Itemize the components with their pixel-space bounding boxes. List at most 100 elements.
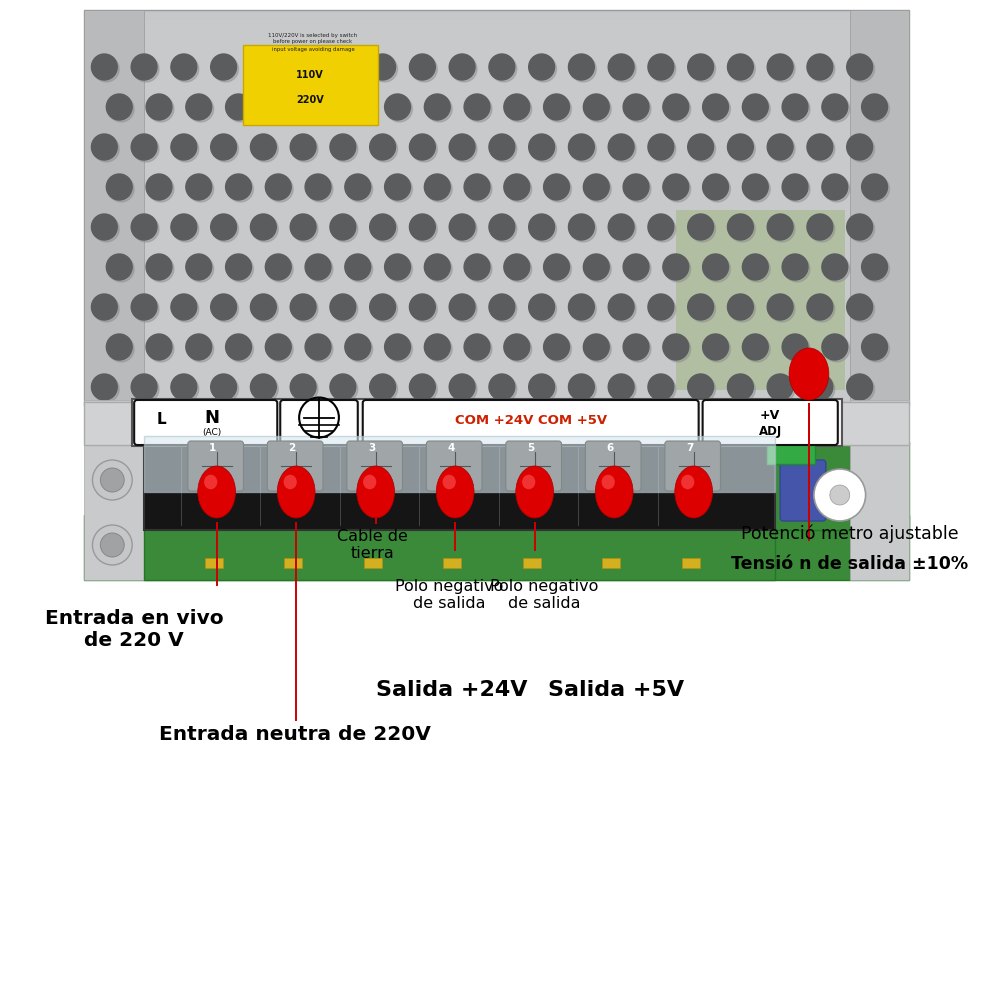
Circle shape <box>814 469 866 521</box>
Circle shape <box>451 216 477 242</box>
Circle shape <box>91 214 117 240</box>
Circle shape <box>424 334 450 360</box>
Bar <box>144 436 775 492</box>
Ellipse shape <box>436 466 474 518</box>
Circle shape <box>690 56 716 82</box>
Bar <box>84 10 144 445</box>
Bar <box>443 558 461 568</box>
Text: N: N <box>204 409 219 427</box>
Circle shape <box>782 174 808 200</box>
Circle shape <box>544 174 569 200</box>
FancyBboxPatch shape <box>347 441 402 491</box>
Circle shape <box>131 134 157 160</box>
Circle shape <box>228 256 253 282</box>
Circle shape <box>228 176 253 202</box>
Circle shape <box>370 54 396 80</box>
Circle shape <box>864 96 889 122</box>
Circle shape <box>292 56 318 82</box>
Circle shape <box>824 336 850 362</box>
Circle shape <box>372 216 398 242</box>
Circle shape <box>784 336 810 362</box>
Circle shape <box>250 134 276 160</box>
Ellipse shape <box>602 475 615 489</box>
Circle shape <box>148 176 174 202</box>
Circle shape <box>568 54 594 80</box>
Circle shape <box>188 256 214 282</box>
Circle shape <box>504 254 530 280</box>
Circle shape <box>108 336 134 362</box>
Circle shape <box>862 254 887 280</box>
Circle shape <box>585 256 611 282</box>
Circle shape <box>809 376 835 402</box>
Circle shape <box>250 374 276 400</box>
Ellipse shape <box>357 466 395 518</box>
Text: 220V: 220V <box>296 95 324 105</box>
Text: 6: 6 <box>607 443 614 453</box>
Circle shape <box>173 136 199 162</box>
Circle shape <box>146 254 172 280</box>
Circle shape <box>663 94 689 120</box>
Circle shape <box>226 334 251 360</box>
Circle shape <box>250 294 276 320</box>
Circle shape <box>769 296 795 322</box>
Text: 2: 2 <box>289 443 296 453</box>
Circle shape <box>568 134 594 160</box>
Circle shape <box>769 216 795 242</box>
Bar <box>144 528 775 580</box>
Circle shape <box>409 374 435 400</box>
Circle shape <box>824 256 850 282</box>
Circle shape <box>625 96 651 122</box>
Circle shape <box>464 254 490 280</box>
Circle shape <box>727 294 753 320</box>
Circle shape <box>727 54 753 80</box>
Circle shape <box>411 56 437 82</box>
Circle shape <box>148 96 174 122</box>
Circle shape <box>305 254 331 280</box>
Circle shape <box>332 216 358 242</box>
Circle shape <box>568 214 594 240</box>
Circle shape <box>849 216 875 242</box>
Circle shape <box>729 216 755 242</box>
Circle shape <box>784 96 810 122</box>
Circle shape <box>211 214 237 240</box>
Circle shape <box>703 94 728 120</box>
Text: Cable de
tierra: Cable de tierra <box>337 529 408 561</box>
Circle shape <box>213 376 239 402</box>
Circle shape <box>372 136 398 162</box>
Circle shape <box>506 96 532 122</box>
Circle shape <box>252 296 278 322</box>
Bar <box>850 400 909 580</box>
Circle shape <box>464 174 490 200</box>
Bar <box>767 434 815 464</box>
Circle shape <box>665 96 691 122</box>
Circle shape <box>648 134 674 160</box>
Circle shape <box>290 134 316 160</box>
Circle shape <box>385 174 410 200</box>
Circle shape <box>650 56 676 82</box>
Circle shape <box>330 374 356 400</box>
Text: Salida +5V: Salida +5V <box>548 680 684 700</box>
Circle shape <box>330 214 356 240</box>
Circle shape <box>332 136 358 162</box>
Circle shape <box>409 294 435 320</box>
Circle shape <box>213 216 239 242</box>
Circle shape <box>466 336 492 362</box>
Circle shape <box>106 334 132 360</box>
Circle shape <box>93 136 119 162</box>
Circle shape <box>784 256 810 282</box>
Circle shape <box>131 214 157 240</box>
Circle shape <box>424 94 450 120</box>
Circle shape <box>451 296 477 322</box>
Circle shape <box>568 294 594 320</box>
Circle shape <box>849 376 875 402</box>
Circle shape <box>531 56 557 82</box>
Text: COM +24V COM +5V: COM +24V COM +5V <box>455 414 607 427</box>
Bar <box>676 210 845 390</box>
Circle shape <box>690 296 716 322</box>
Circle shape <box>864 176 889 202</box>
Circle shape <box>742 94 768 120</box>
Circle shape <box>727 214 753 240</box>
Circle shape <box>705 176 730 202</box>
FancyBboxPatch shape <box>665 441 721 491</box>
Circle shape <box>370 214 396 240</box>
